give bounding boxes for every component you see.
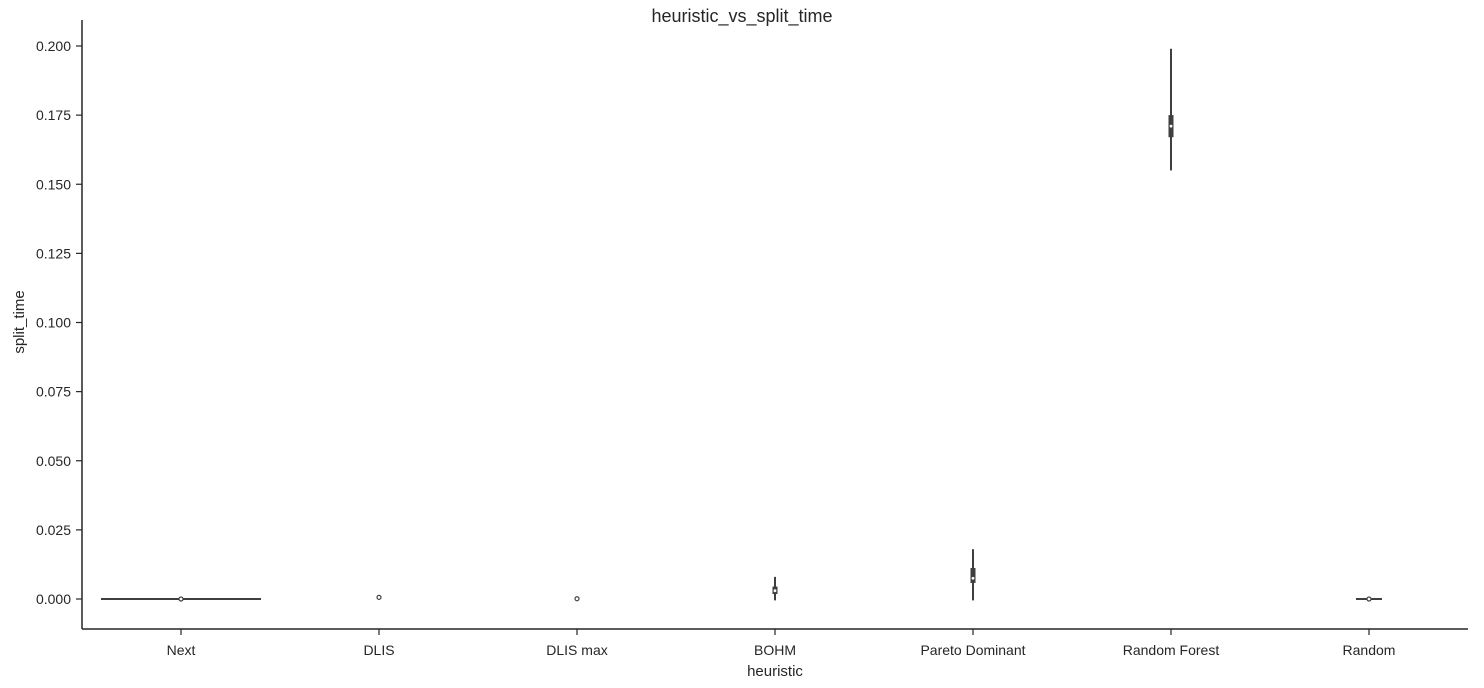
x-ticks: Next DLIS DLIS max BOHM Pareto Dominant Rando…	[167, 629, 1396, 658]
x-tick-label: DLIS max	[546, 642, 607, 658]
violin-random-forest	[1168, 48, 1174, 171]
violin-median	[1168, 123, 1174, 129]
y-tick-label: 0.175	[36, 107, 71, 123]
y-tick-label: 0.075	[36, 384, 71, 400]
violin-median	[376, 594, 382, 600]
violin-random	[1356, 596, 1382, 602]
plot-area	[101, 48, 1382, 602]
violin-median	[178, 596, 184, 602]
violin-next	[101, 596, 261, 602]
x-tick-label: BOHM	[754, 642, 796, 658]
x-tick-label: DLIS	[363, 642, 394, 658]
x-tick-label: Random	[1343, 642, 1396, 658]
chart-title: heuristic_vs_split_time	[651, 6, 833, 26]
y-axis-label: split_time	[11, 290, 28, 353]
y-tick-label: 0.150	[36, 176, 71, 192]
violin-dlis	[376, 594, 382, 600]
x-tick-label: Random Forest	[1123, 642, 1220, 658]
violin-median	[970, 575, 976, 581]
violin-pareto-dominant	[970, 549, 976, 601]
x-axis-label: heuristic	[747, 663, 803, 680]
y-tick-label: 0.125	[36, 245, 71, 261]
y-tick-label: 0.200	[36, 38, 71, 54]
y-tick-label: 0.000	[36, 591, 71, 607]
violin-median	[574, 596, 580, 602]
y-tick-label: 0.050	[36, 453, 71, 469]
violin-median	[1366, 596, 1372, 602]
violin-dlis-max	[574, 596, 580, 602]
x-tick-label: Pareto Dominant	[920, 642, 1025, 658]
y-ticks: 0.000 0.025 0.050 0.075 0.100 0.125 0.150 0.175…	[36, 38, 82, 607]
y-tick-label: 0.100	[36, 315, 71, 331]
y-tick-label: 0.025	[36, 522, 71, 538]
violin-median	[772, 588, 778, 594]
x-tick-label: Next	[167, 642, 196, 658]
violin-bohm	[772, 576, 778, 601]
